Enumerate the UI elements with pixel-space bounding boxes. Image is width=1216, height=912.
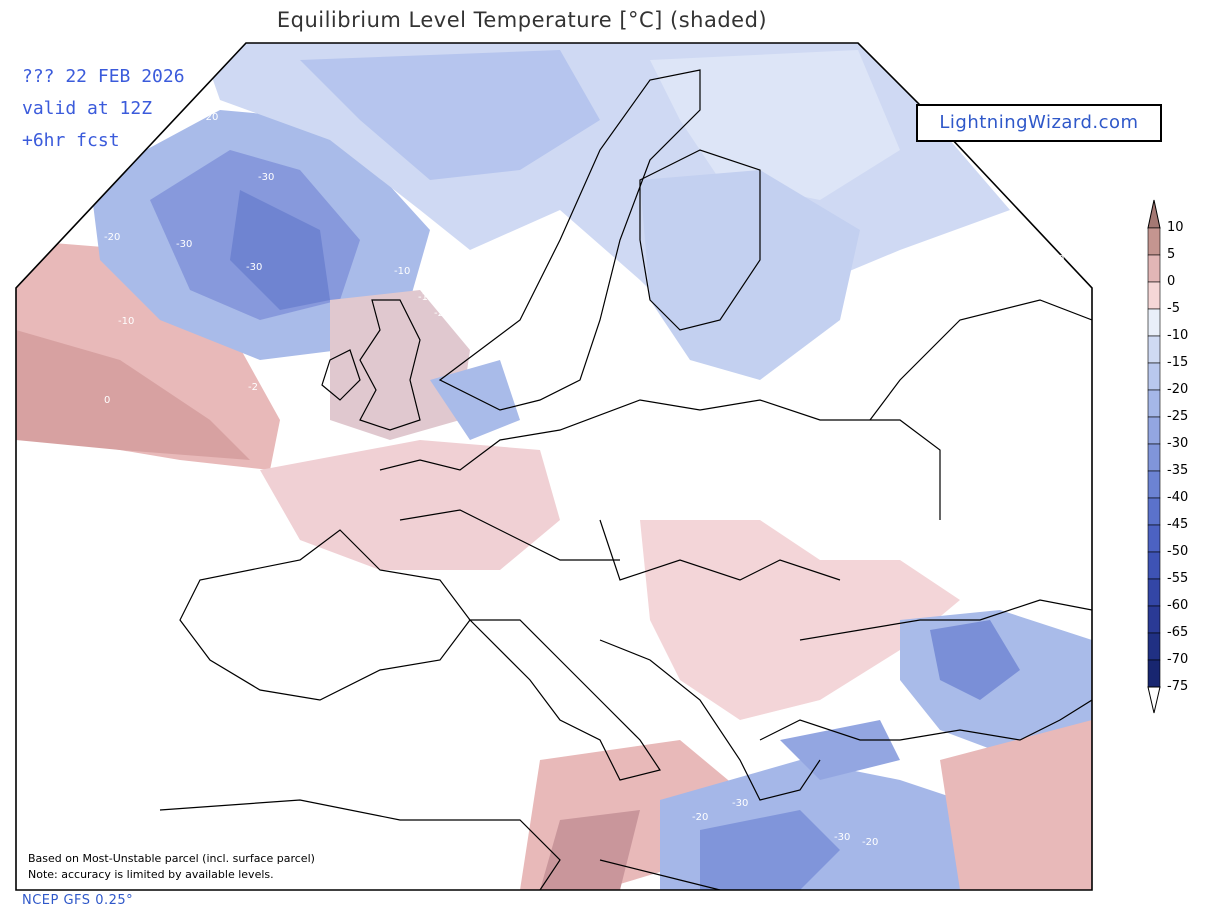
legend-swatch — [1147, 308, 1161, 337]
legend-swatch — [1147, 362, 1161, 391]
contour-label: -2 — [248, 382, 258, 393]
legend-swatch — [1147, 659, 1161, 688]
legend-level-label: -60 — [1167, 598, 1189, 613]
valid-time: valid at 12Z — [22, 98, 153, 119]
legend-swatch — [1147, 578, 1161, 607]
legend-level-label: 0 — [1167, 274, 1176, 289]
legend-level-label: -5 — [1167, 301, 1180, 316]
contour-label: -20 — [434, 308, 450, 319]
legend-swatch — [1147, 389, 1161, 418]
legend-level-label: -55 — [1167, 571, 1189, 586]
legend-swatch — [1147, 524, 1161, 553]
legend-level-label: -75 — [1167, 679, 1189, 694]
accuracy-note: Note: accuracy is limited by available l… — [28, 868, 274, 881]
legend-level-label: -10 — [1167, 328, 1189, 343]
legend-colorbar — [1147, 199, 1161, 714]
contour-label: -10 — [118, 316, 134, 327]
legend-level-label: -45 — [1167, 517, 1189, 532]
legend-level-label: -30 — [1167, 436, 1189, 451]
legend-level-label: -15 — [1167, 355, 1189, 370]
legend-level-label: -40 — [1167, 490, 1189, 505]
contour-label: -30 — [834, 832, 850, 843]
legend-level-label: -35 — [1167, 463, 1189, 478]
contour-label: -20 — [202, 112, 218, 123]
legend-swatch — [1147, 281, 1161, 310]
legend-swatch — [1147, 470, 1161, 499]
contour-label: -10 — [394, 266, 410, 277]
contour-label: -20 — [862, 837, 878, 848]
map-title: Equilibrium Level Temperature [°C] (shad… — [276, 8, 768, 32]
legend-level-label: -70 — [1167, 652, 1189, 667]
contour-label: -10 — [418, 292, 434, 303]
map-frame — [15, 42, 1093, 891]
legend-level-label: 10 — [1167, 220, 1184, 235]
legend-swatch — [1147, 551, 1161, 580]
contour-label: -30 — [732, 798, 748, 809]
contour-label: -20 — [1048, 254, 1064, 265]
model-source: NCEP GFS 0.25° — [22, 893, 134, 908]
legend-bottom-arrow — [1147, 686, 1161, 714]
contour-label: -30 — [258, 172, 274, 183]
contour-label: -30 — [246, 262, 262, 273]
legend-swatch — [1147, 632, 1161, 661]
parcel-note: Based on Most-Unstable parcel (incl. sur… — [28, 852, 315, 865]
legend-swatch — [1147, 416, 1161, 445]
legend-swatch — [1147, 443, 1161, 472]
contour-label: 0 — [104, 395, 110, 406]
legend-swatch — [1147, 227, 1161, 256]
legend-level-label: -20 — [1167, 382, 1189, 397]
legend-top-arrow — [1147, 199, 1161, 229]
legend-level-label: -25 — [1167, 409, 1189, 424]
legend-level-label: -50 — [1167, 544, 1189, 559]
legend-swatch — [1147, 254, 1161, 283]
brand-logo[interactable]: LightningWizard.com — [916, 104, 1162, 142]
contour-label: -20 — [692, 812, 708, 823]
legend-level-label: 5 — [1167, 247, 1176, 262]
contour-label: -20 — [104, 232, 120, 243]
forecast-hour: +6hr fcst — [22, 130, 120, 151]
legend-swatch — [1147, 335, 1161, 364]
legend-level-label: -65 — [1167, 625, 1189, 640]
run-date: ??? 22 FEB 2026 — [22, 66, 185, 87]
legend-swatch — [1147, 497, 1161, 526]
legend-swatch — [1147, 605, 1161, 634]
contour-label: -30 — [176, 239, 192, 250]
